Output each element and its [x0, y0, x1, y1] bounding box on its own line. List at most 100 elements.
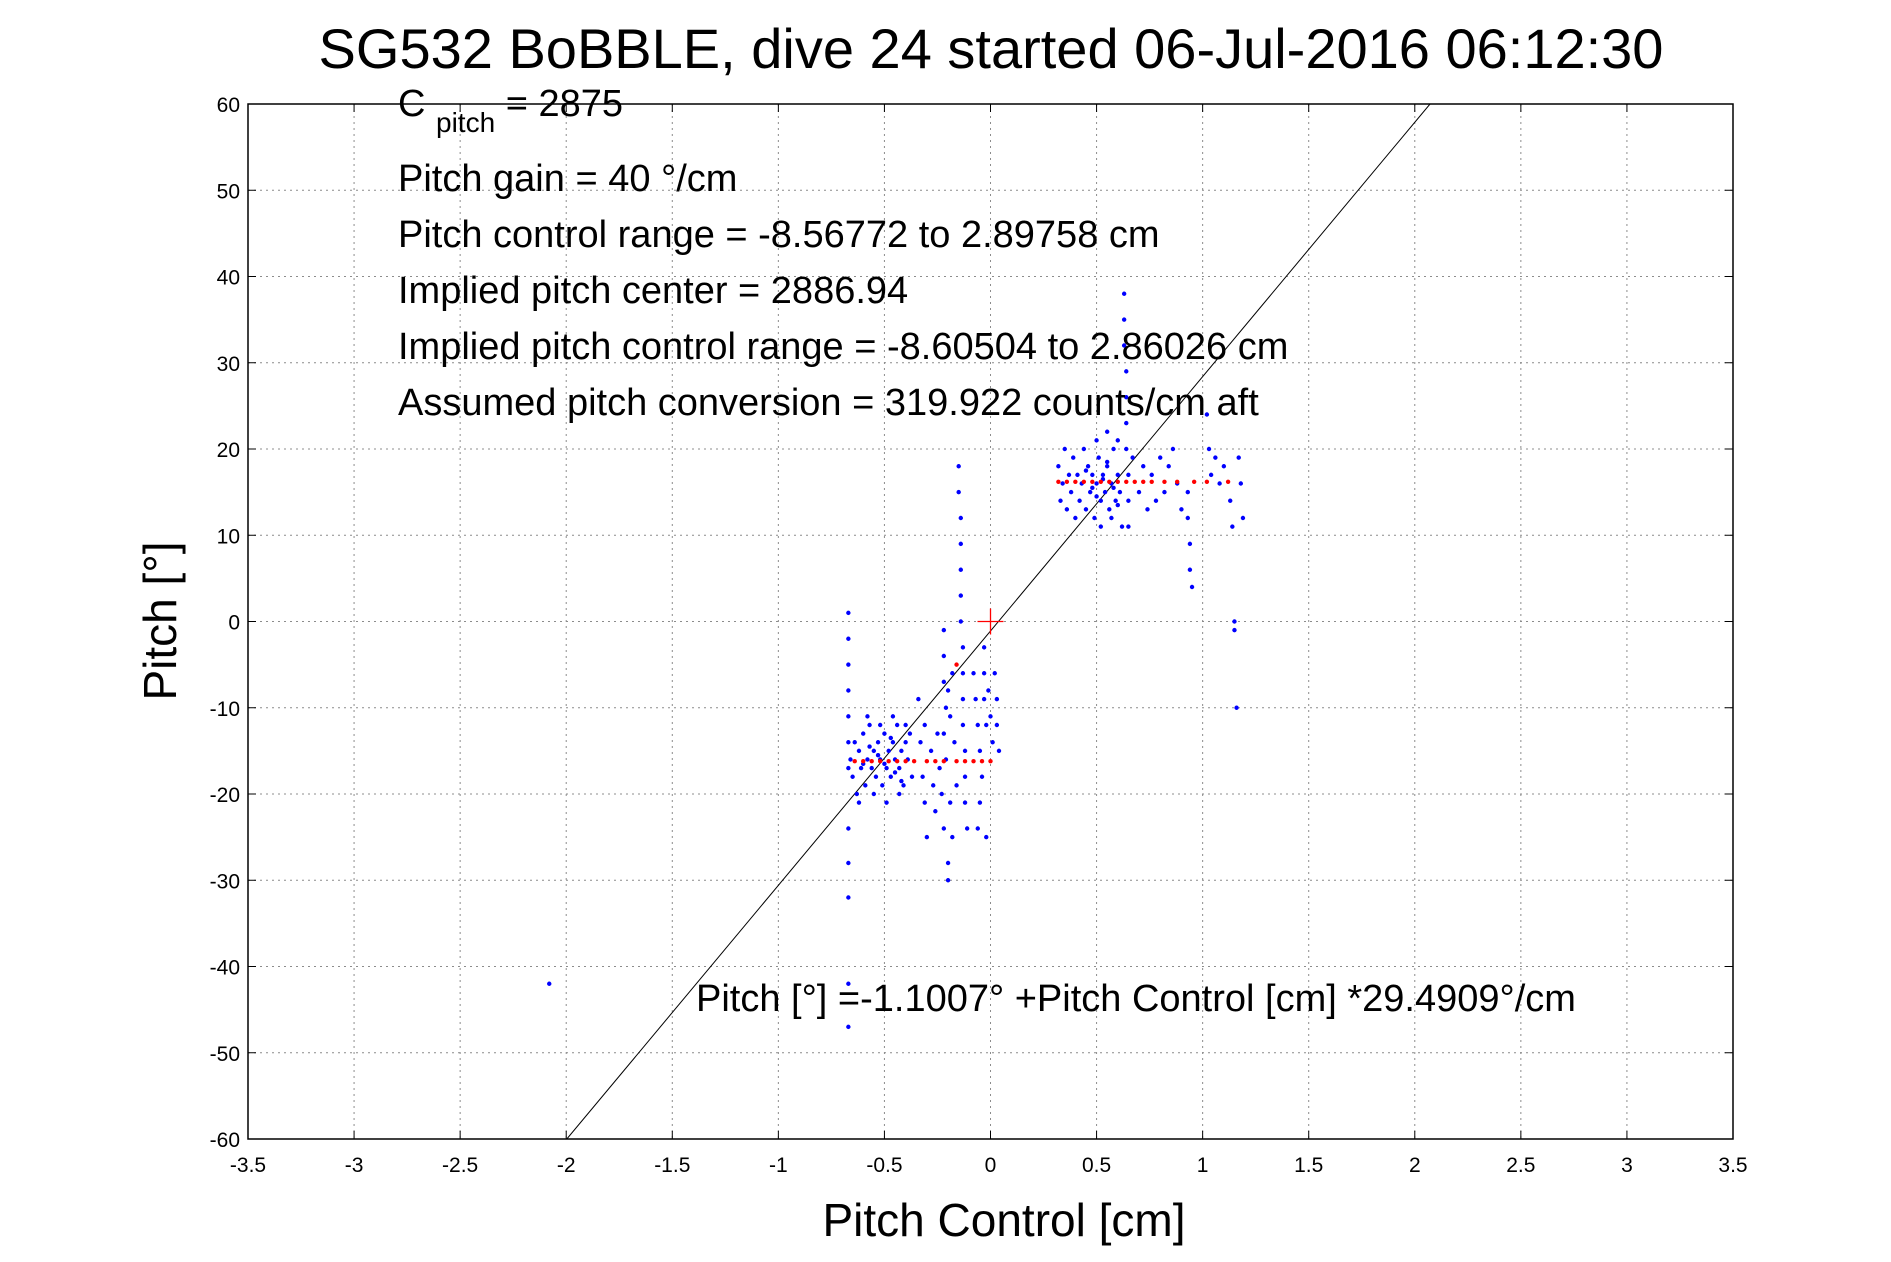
data-point	[1075, 472, 1080, 478]
data-point	[888, 774, 893, 779]
data-point	[871, 748, 877, 754]
data-point	[958, 593, 963, 598]
y-tick-label: 60	[217, 94, 240, 117]
data-point	[958, 567, 963, 572]
data-point	[865, 714, 870, 719]
data-point	[920, 774, 925, 779]
data-point	[1126, 472, 1131, 478]
y-tick-label: 40	[217, 267, 240, 290]
data-point	[1098, 498, 1104, 503]
data-point	[1071, 455, 1076, 460]
x-tick-label: -1	[769, 1154, 788, 1177]
data-point	[1090, 472, 1095, 478]
y-tick-label: -50	[210, 1043, 240, 1066]
annotation-control-range: Pitch control range = -8.56772 to 2.8975…	[398, 214, 1160, 256]
data-point	[861, 731, 866, 736]
data-point	[888, 735, 893, 741]
y-tick-label: -60	[210, 1129, 240, 1152]
data-point	[1100, 472, 1106, 478]
data-point	[1077, 498, 1082, 503]
y-tick-label: 10	[217, 525, 240, 548]
x-tick-labels: -3.5 -3 -2.5 -2 -1.5 -1 -0.5 0 0.5 1 1.5 2 2.5 3 3.5	[230, 1154, 1748, 1177]
data-point	[858, 765, 864, 771]
data-point	[875, 752, 881, 758]
data-point	[1094, 481, 1099, 486]
data-point	[945, 688, 951, 693]
data-point	[846, 1024, 851, 1030]
data-point	[941, 731, 947, 736]
data-point	[1228, 498, 1233, 503]
data-point	[903, 722, 908, 728]
data-point	[901, 783, 906, 788]
data-point	[950, 834, 955, 840]
data-point	[1130, 455, 1135, 460]
data-point	[1098, 524, 1104, 529]
bin-mean-point	[988, 759, 993, 764]
bin-mean-point	[1124, 479, 1129, 484]
data-point	[1102, 489, 1108, 495]
annotation-implied-center: Implied pitch center = 2886.94	[398, 270, 908, 312]
data-point	[1124, 395, 1129, 400]
data-point	[994, 696, 1000, 702]
data-point	[1124, 420, 1129, 426]
data-point	[943, 705, 949, 710]
data-point	[1073, 515, 1078, 521]
data-point	[846, 714, 851, 719]
data-point	[1187, 567, 1193, 572]
bin-mean-point	[924, 759, 930, 764]
data-point	[931, 783, 936, 788]
data-point	[958, 515, 963, 521]
data-point	[867, 722, 872, 728]
data-point	[979, 774, 985, 779]
data-point	[973, 696, 978, 702]
data-point	[1085, 464, 1091, 469]
data-point	[996, 748, 1002, 754]
x-axis-label: Pitch Control [cm]	[823, 1194, 1186, 1246]
y-tick-label: 30	[217, 353, 240, 376]
data-point	[848, 757, 853, 762]
data-point	[1081, 446, 1087, 452]
x-tick-label: 0	[985, 1154, 997, 1177]
data-point	[1090, 485, 1095, 491]
data-point	[941, 679, 947, 685]
data-point	[960, 696, 966, 702]
data-point	[1236, 455, 1241, 460]
data-point	[1179, 507, 1184, 512]
data-point	[954, 783, 959, 788]
data-point	[950, 671, 955, 676]
data-point	[958, 619, 963, 624]
data-point	[909, 774, 915, 779]
bin-mean-point	[1141, 479, 1146, 484]
data-point	[1189, 584, 1195, 590]
data-point	[1158, 455, 1163, 460]
data-point	[1096, 455, 1101, 460]
x-tick-label: -2.5	[442, 1154, 478, 1177]
data-point	[1121, 291, 1127, 296]
data-point	[907, 731, 913, 736]
annotation-pitch-gain: Pitch gain = 40 °/cm	[398, 158, 737, 200]
data-point	[899, 748, 904, 754]
data-point	[1121, 317, 1127, 322]
bin-mean-point	[903, 759, 908, 764]
x-tick-label: 2	[1409, 1154, 1421, 1177]
data-point	[882, 761, 887, 767]
data-point	[992, 671, 997, 676]
bin-mean-point	[886, 759, 891, 764]
data-point	[863, 783, 868, 788]
data-point	[952, 740, 957, 745]
data-point	[947, 800, 953, 805]
cpitch-value: = 2875	[506, 83, 623, 125]
data-point	[890, 740, 896, 745]
chart-title: SG532 BoBBLE, dive 24 started 06-Jul-201…	[319, 17, 1664, 80]
data-point	[990, 740, 995, 745]
data-point	[856, 748, 862, 754]
bin-mean-point	[1098, 479, 1104, 484]
data-point	[1213, 455, 1218, 460]
data-point	[956, 489, 961, 495]
data-point	[971, 671, 976, 676]
data-point	[846, 688, 851, 693]
y-tick-label: -10	[210, 698, 240, 721]
data-point	[945, 878, 951, 883]
bin-mean-point	[1162, 479, 1167, 484]
data-point	[1124, 446, 1129, 452]
